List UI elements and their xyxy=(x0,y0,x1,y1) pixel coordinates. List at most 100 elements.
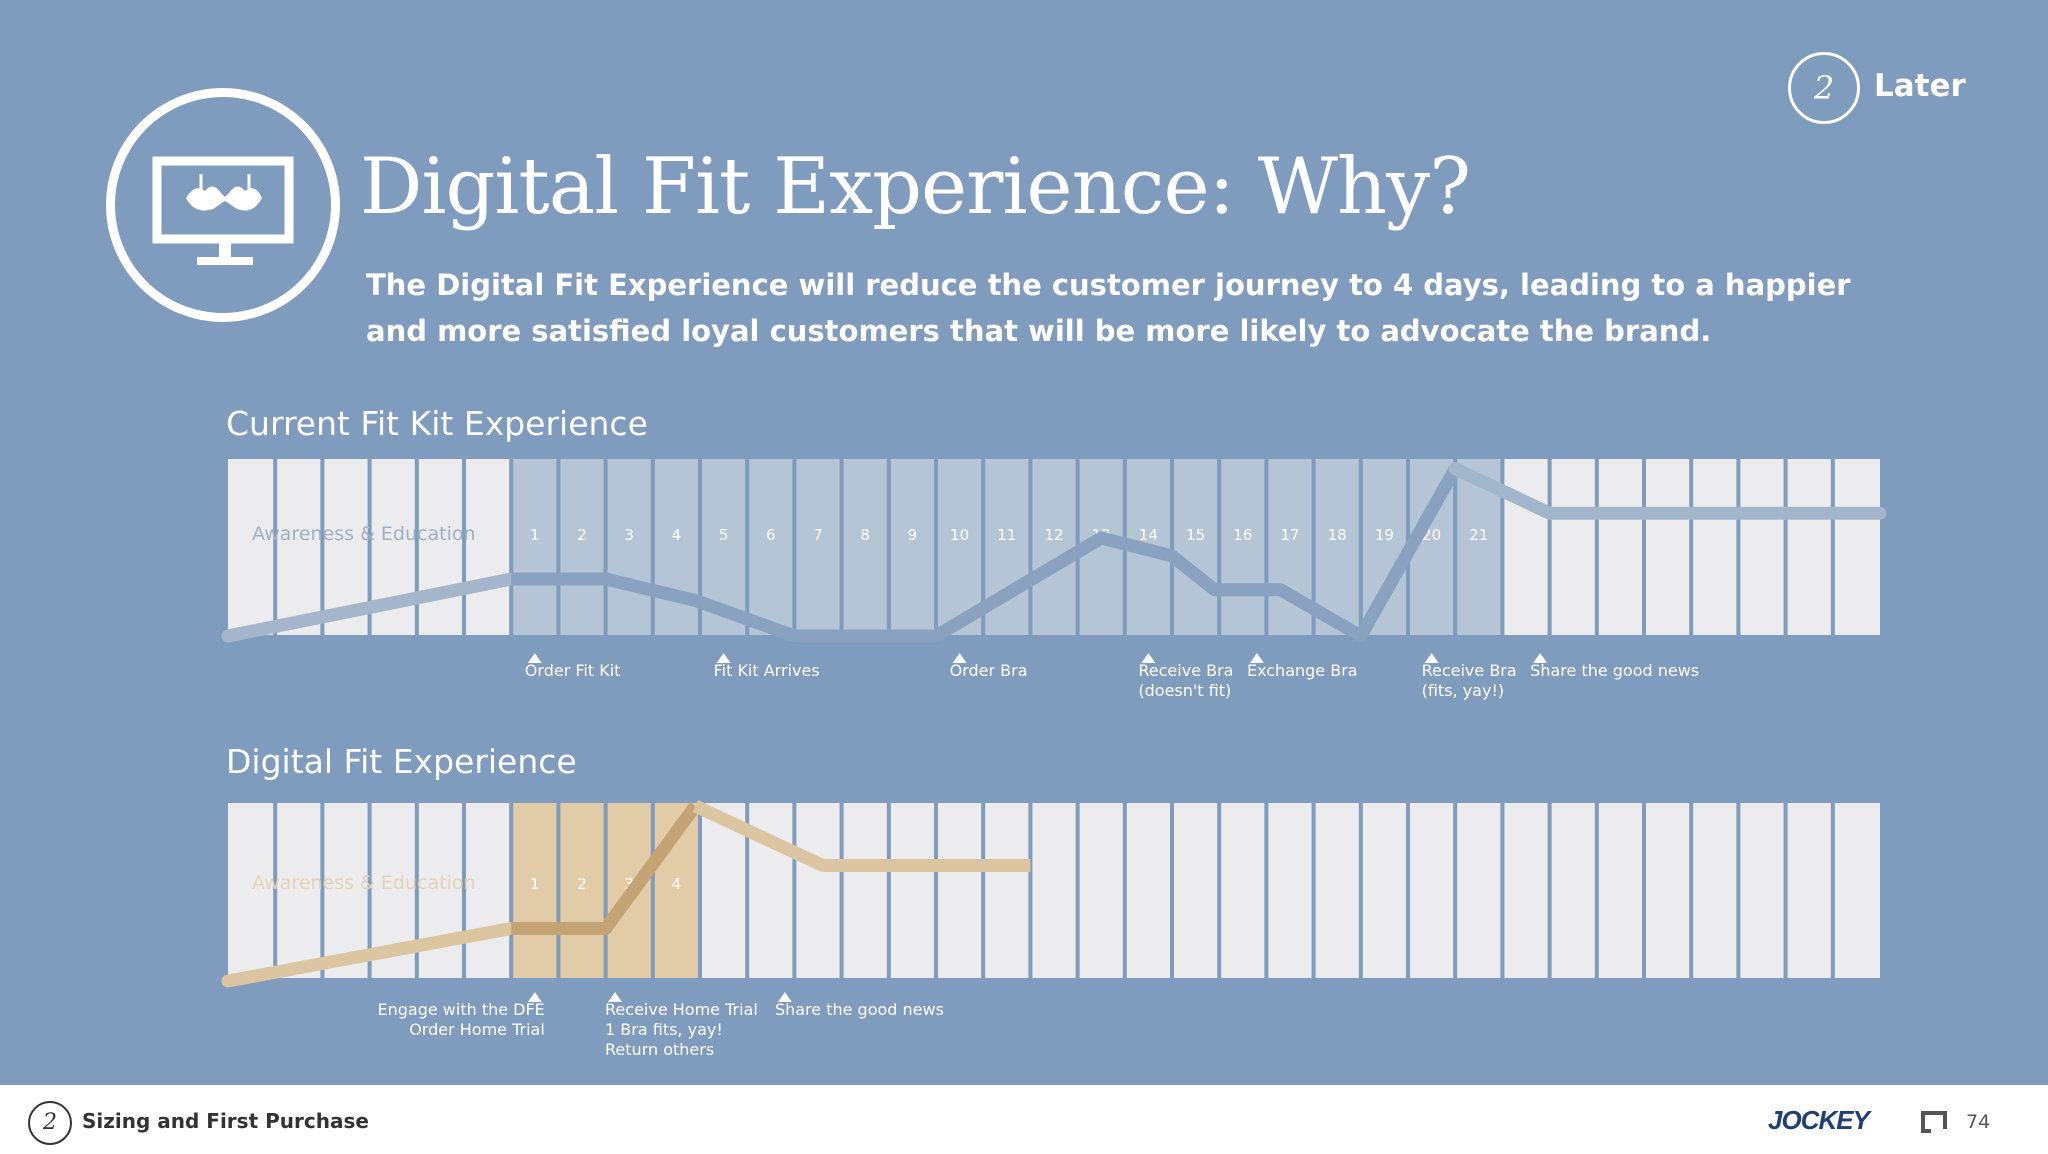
footer: 2 Sizing and First Purchase JOCKEY 74 xyxy=(0,1085,2048,1154)
dfe-column-divider xyxy=(1028,803,1033,978)
current-column-divider xyxy=(1311,459,1316,635)
current-event-label: Fit Kit Arrives xyxy=(714,661,820,680)
dfe-column-divider xyxy=(1311,803,1316,978)
dfe-column-divider xyxy=(1783,803,1788,978)
current-day-label: 14 xyxy=(1139,526,1158,544)
current-column-divider xyxy=(509,459,514,635)
dfe-column-divider xyxy=(1264,803,1269,978)
dfe-column-divider xyxy=(367,803,372,978)
dfe-column-divider xyxy=(839,803,844,978)
current-column-divider xyxy=(698,459,702,635)
current-day-label: 16 xyxy=(1233,526,1252,544)
dfe-column-divider xyxy=(934,803,938,978)
current-column-divider xyxy=(839,459,844,635)
current-event-label: Order Fit Kit xyxy=(525,661,621,680)
current-column-divider xyxy=(462,459,466,635)
dfe-column-divider xyxy=(1217,803,1222,978)
current-day-label: 5 xyxy=(719,526,729,544)
slide: Digital Fit Experience: Why? The Digital… xyxy=(106,52,1966,1059)
current-day-label: 7 xyxy=(813,526,823,544)
current-event-label: Receive Bra (doesn't fit) xyxy=(1138,661,1233,700)
current-column-divider xyxy=(1547,459,1552,635)
dfe-column-divider xyxy=(414,803,419,978)
current-column-divider xyxy=(1358,459,1363,635)
dfe-column-divider xyxy=(462,803,466,978)
current-satisfaction-line-pre xyxy=(221,572,518,643)
current-column-divider xyxy=(1170,459,1174,635)
current-event-label: Order Bra xyxy=(950,661,1028,680)
current-column-divider xyxy=(1453,459,1458,635)
current-column-divider xyxy=(603,459,608,635)
current-column-divider xyxy=(1642,459,1646,635)
current-event-marker xyxy=(716,653,731,663)
dfe-awareness-label: Awareness & Education xyxy=(252,872,476,894)
footer-section-label: Sizing and First Purchase xyxy=(82,1109,369,1133)
current-journey-highlight xyxy=(511,459,1503,635)
current-column-divider xyxy=(556,459,561,635)
current-day-label: 11 xyxy=(997,526,1016,544)
dfe-satisfaction-line-post xyxy=(692,800,1031,872)
dfe-column-divider xyxy=(1170,803,1174,978)
dfe-satisfaction-line xyxy=(511,802,701,935)
current-day-label: 21 xyxy=(1469,526,1488,544)
dfe-column-divider xyxy=(556,803,561,978)
dfe-column-divider xyxy=(1736,803,1741,978)
dfe-column-divider xyxy=(273,803,278,978)
current-day-label: 15 xyxy=(1186,526,1205,544)
current-day-label: 19 xyxy=(1375,526,1394,544)
dfe-column-divider xyxy=(320,803,325,978)
current-day-label: 2 xyxy=(577,526,587,544)
page-subtitle: The Digital Fit Experience will reduce t… xyxy=(366,268,1851,348)
dfe-satisfaction-line-pre xyxy=(221,922,518,988)
dfe-timeline-background xyxy=(228,803,1880,978)
current-event-marker xyxy=(1141,653,1156,663)
dfe-column-divider xyxy=(792,803,797,978)
current-column-divider xyxy=(792,459,797,635)
current-day-label: 12 xyxy=(1044,526,1063,544)
current-event-marker xyxy=(952,653,967,663)
phase-label: Later xyxy=(1874,68,1966,104)
dfe-column-divider xyxy=(1358,803,1363,978)
current-day-label: 1 xyxy=(530,526,540,544)
current-day-label: 3 xyxy=(624,526,634,544)
dfe-column-divider xyxy=(1453,803,1458,978)
dfe-day-label: 3 xyxy=(624,875,634,893)
dfe-day-label: 4 xyxy=(672,875,682,893)
dfe-column-divider xyxy=(1122,803,1127,978)
page-icon xyxy=(1921,1111,1947,1133)
dfe-column-divider xyxy=(1406,803,1410,978)
dfe-event-label: Engage with the DFE Order Home Trial xyxy=(377,1000,544,1039)
dfe-column-divider xyxy=(1594,803,1599,978)
current-day-label: 9 xyxy=(908,526,918,544)
dfe-event-marker xyxy=(777,992,792,1002)
current-column-divider xyxy=(1594,459,1599,635)
current-column-divider xyxy=(367,459,372,635)
dfe-column-divider xyxy=(1547,803,1552,978)
dfe-day-label: 1 xyxy=(530,875,540,893)
dfe-column-divider xyxy=(698,803,702,978)
current-column-divider xyxy=(1689,459,1694,635)
dfe-column-divider xyxy=(745,803,750,978)
current-experience-title: Current Fit Kit Experience xyxy=(226,404,648,443)
current-column-divider xyxy=(320,459,325,635)
current-column-divider xyxy=(1028,459,1033,635)
page-number: 74 xyxy=(1966,1111,1991,1133)
current-column-divider xyxy=(745,459,750,635)
dfe-column-divider xyxy=(1689,803,1694,978)
current-event-marker xyxy=(1424,653,1439,663)
current-day-label: 17 xyxy=(1280,526,1299,544)
dfe-column-divider xyxy=(1642,803,1646,978)
current-column-divider xyxy=(886,459,891,635)
bra-on-monitor-icon xyxy=(106,88,340,322)
current-column-divider xyxy=(1736,459,1741,635)
dfe-column-divider xyxy=(1500,803,1505,978)
current-column-divider xyxy=(1783,459,1788,635)
current-satisfaction-line xyxy=(511,465,1461,643)
current-day-label: 8 xyxy=(860,526,870,544)
dfe-column-divider xyxy=(650,803,655,978)
brand-logo: JOCKEY xyxy=(1768,1105,1870,1135)
dfe-column-divider xyxy=(886,803,891,978)
current-column-divider xyxy=(934,459,938,635)
current-awareness-label: Awareness & Education xyxy=(252,523,476,545)
current-event-label: Exchange Bra xyxy=(1247,661,1358,680)
